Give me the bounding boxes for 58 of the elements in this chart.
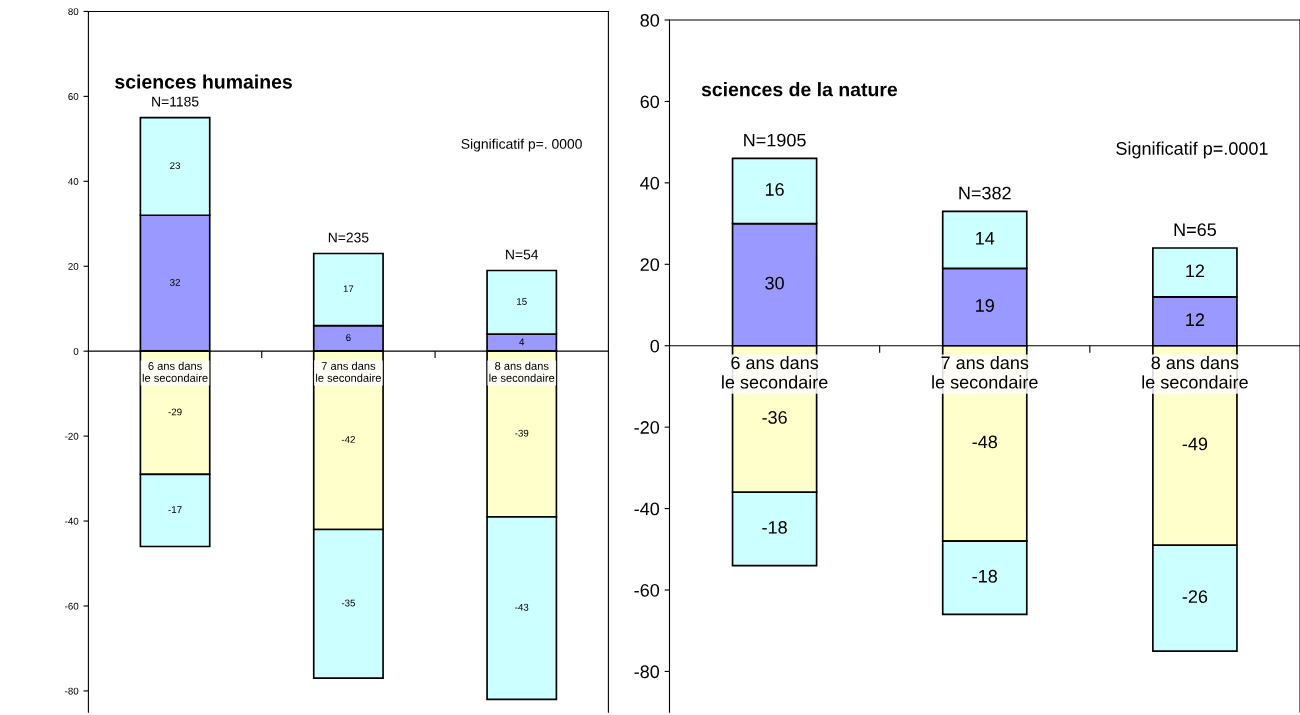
data-label: 6 xyxy=(346,334,351,342)
data-label: -29 xyxy=(168,408,182,416)
annotation: N=65 xyxy=(1174,223,1216,237)
data-label: -18 xyxy=(762,520,787,534)
y-tick-label: 20 xyxy=(640,258,660,272)
data-label: 16 xyxy=(765,183,784,196)
data-label: -36 xyxy=(762,411,787,424)
x-tick-label: 8 ans dans le secondaire xyxy=(489,361,555,382)
data-label: 14 xyxy=(976,232,995,245)
text: sciences de la nature xyxy=(701,82,898,97)
annotation: N=1905 xyxy=(744,133,806,147)
annotation: Significatif p=.0001 xyxy=(1116,141,1268,159)
data-label: -17 xyxy=(168,506,182,513)
y-tick-label: 60 xyxy=(68,93,79,100)
data-label: -43 xyxy=(515,603,529,611)
y-tick-label: -80 xyxy=(65,687,79,695)
y-tick-label: 40 xyxy=(640,176,660,190)
x-tick-label: 7 ans dans le secondaire xyxy=(932,355,1038,389)
y-tick-label: 0 xyxy=(650,339,660,353)
y-tick-label: 80 xyxy=(640,13,660,27)
y-tick-label: -20 xyxy=(634,421,660,434)
annotation: Significatif p=. 0000 xyxy=(461,138,582,152)
y-tick-label: -80 xyxy=(634,665,660,679)
data-label: -42 xyxy=(341,436,355,443)
annotation: N=1185 xyxy=(152,96,199,107)
annotation: N=382 xyxy=(959,186,1011,200)
annotation: N=235 xyxy=(328,232,369,243)
data-label: -48 xyxy=(972,435,998,449)
text: sciences humaines xyxy=(115,74,292,89)
data-label: 19 xyxy=(976,299,994,312)
data-label: -39 xyxy=(515,429,529,437)
data-label: -26 xyxy=(1182,590,1208,603)
y-tick-label: -60 xyxy=(65,602,79,610)
y-tick-label: 40 xyxy=(68,178,79,185)
x-tick-label: 8 ans dans le secondaire xyxy=(1142,355,1248,389)
annotation: N=54 xyxy=(506,249,539,260)
x-tick-label: 7 ans dans le secondaire xyxy=(316,361,381,382)
data-label: 32 xyxy=(170,278,180,286)
x-tick-label: 6 ans dans le secondaire xyxy=(142,361,208,382)
y-tick-label: -20 xyxy=(65,432,79,440)
y-tick-label: 80 xyxy=(68,8,79,16)
data-label: -18 xyxy=(972,569,998,583)
data-label: 17 xyxy=(343,285,354,293)
data-label: 4 xyxy=(519,338,525,346)
y-tick-label: -60 xyxy=(634,583,660,597)
data-label: 12 xyxy=(1186,264,1205,278)
y-tick-label: 0 xyxy=(73,347,79,355)
data-label: 23 xyxy=(170,162,181,170)
y-tick-label: -40 xyxy=(634,502,660,516)
data-label: 30 xyxy=(765,276,784,290)
x-tick-label: 6 ans dans le secondaire xyxy=(722,355,828,389)
data-label: 12 xyxy=(1186,313,1205,326)
data-label: -35 xyxy=(341,599,356,607)
y-tick-label: 60 xyxy=(640,95,660,109)
data-label: -49 xyxy=(1182,437,1208,451)
y-tick-label: -40 xyxy=(65,517,79,525)
y-tick-label: 20 xyxy=(68,262,79,270)
data-label: 15 xyxy=(517,298,527,305)
